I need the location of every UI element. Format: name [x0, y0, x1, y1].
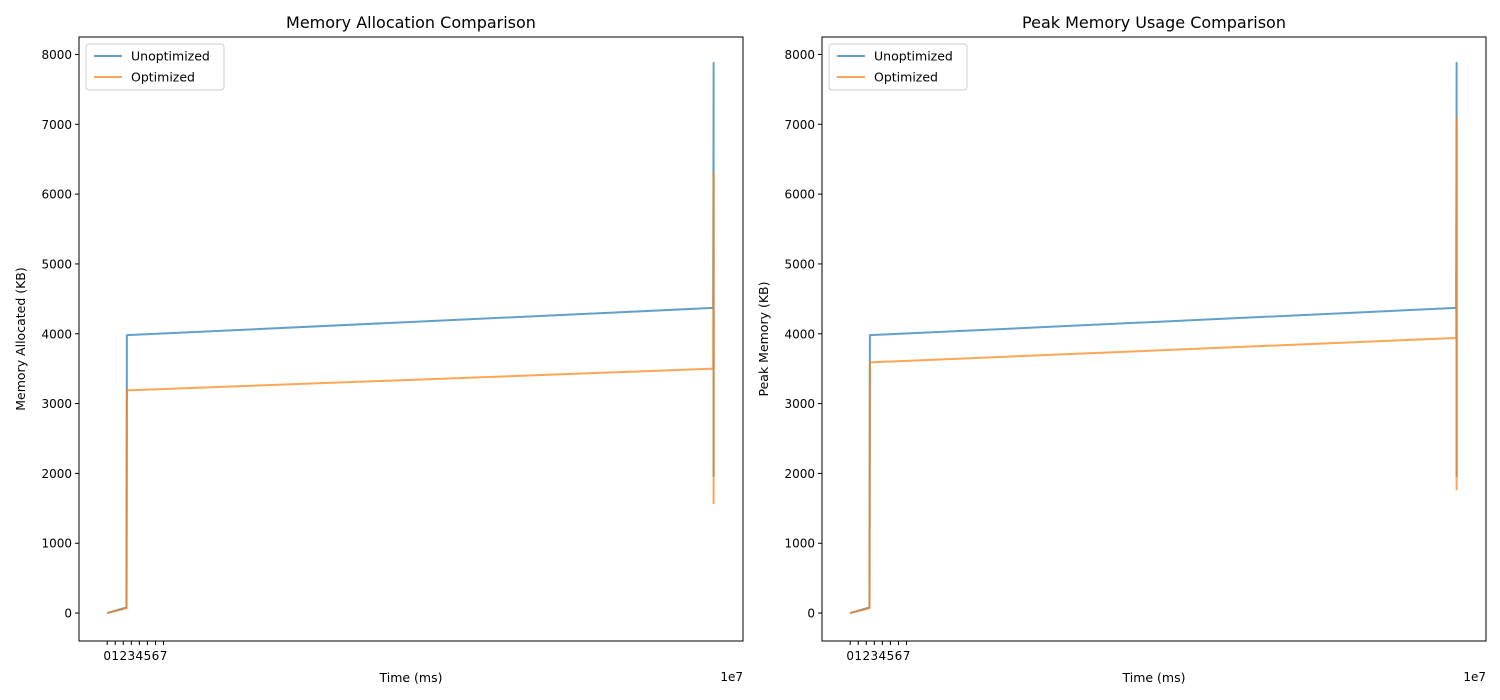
- x-tick-label: 6: [152, 649, 160, 663]
- y-tick-label: 7000: [784, 118, 815, 132]
- x-axis-label: Time (ms): [378, 670, 442, 685]
- x-tick-label: 3: [870, 649, 878, 663]
- x-tick-label: 4: [136, 649, 144, 663]
- x-tick-label: 1: [111, 649, 119, 663]
- series-line-optimized: [106, 172, 715, 615]
- y-axis-label: Memory Allocated (KB): [13, 267, 28, 411]
- y-tick-label: 6000: [41, 188, 72, 202]
- x-tick-label: 6: [895, 649, 903, 663]
- legend-label-optimized: Optimized: [874, 70, 938, 85]
- legend: Unoptimized Optimized: [828, 43, 968, 91]
- x-tick-label: 5: [144, 649, 152, 663]
- y-tick-label: 4000: [41, 327, 72, 341]
- y-tick-label: 3000: [784, 397, 815, 411]
- y-tick-label: 1000: [41, 537, 72, 551]
- y-tick-label: 0: [807, 607, 815, 621]
- x-tick-label: 0: [103, 649, 111, 663]
- y-tick-label: 4000: [784, 327, 815, 341]
- chart-title: Memory Allocation Comparison: [286, 13, 536, 32]
- y-tick-label: 0: [64, 607, 72, 621]
- x-axis-label: Time (ms): [1121, 670, 1185, 685]
- y-tick-label: 2000: [784, 467, 815, 481]
- x-axis-offset-label: 1e7: [720, 670, 743, 684]
- y-tick-label: 2000: [41, 467, 72, 481]
- legend-label-optimized: Optimized: [131, 70, 195, 85]
- x-tick-label: 4: [879, 649, 887, 663]
- plot-frame: [78, 36, 744, 642]
- legend-label-unoptimized: Unoptimized: [131, 49, 210, 64]
- y-tick-label: 3000: [41, 397, 72, 411]
- x-tick-label: 2: [119, 649, 127, 663]
- plot-frame: [821, 36, 1487, 642]
- y-tick-label: 8000: [41, 48, 72, 62]
- y-tick-label: 7000: [41, 118, 72, 132]
- x-tick-label: 3: [127, 649, 135, 663]
- x-tick-label: 7: [160, 649, 168, 663]
- series-line-optimized: [849, 117, 1458, 615]
- x-tick-label: 5: [887, 649, 895, 663]
- peak-memory-chart: 0 1 2 3 4 5 6 701000200030004000500060007000800…: [756, 13, 1487, 685]
- legend: Unoptimized Optimized: [85, 43, 225, 91]
- chart-title: Peak Memory Usage Comparison: [1022, 13, 1286, 32]
- y-tick-label: 5000: [41, 257, 72, 271]
- y-tick-label: 6000: [784, 188, 815, 202]
- x-axis-offset-label: 1e7: [1463, 670, 1486, 684]
- x-tick-label: 2: [862, 649, 870, 663]
- x-tick-label: 0: [846, 649, 854, 663]
- y-tick-label: 1000: [784, 537, 815, 551]
- x-tick-label: 7: [903, 649, 911, 663]
- legend-label-unoptimized: Unoptimized: [874, 49, 953, 64]
- x-tick-label: 1: [854, 649, 862, 663]
- y-tick-label: 5000: [784, 257, 815, 271]
- y-axis-label: Peak Memory (KB): [756, 282, 771, 397]
- memory-allocation-chart: 0 1 2 3 4 5 6 701000200030004000500060007000800…: [13, 13, 744, 685]
- y-tick-label: 8000: [784, 48, 815, 62]
